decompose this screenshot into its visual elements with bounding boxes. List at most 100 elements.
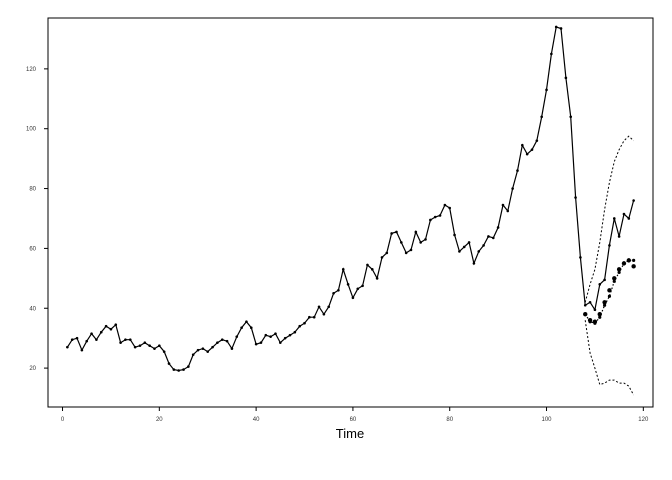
data-point (617, 270, 621, 274)
data-point-bold (602, 300, 607, 305)
data-point (128, 338, 132, 341)
data-point (443, 203, 447, 207)
data-point (90, 332, 93, 335)
data-point (283, 336, 287, 340)
data-point (279, 341, 282, 344)
data-point (245, 320, 248, 324)
x-tick-label: 100 (542, 417, 553, 423)
data-point (85, 339, 89, 343)
data-point (491, 236, 495, 240)
data-point (579, 256, 582, 259)
data-point (317, 305, 321, 309)
data-point (438, 214, 442, 217)
data-point (206, 350, 210, 353)
x-tick-label: 60 (350, 417, 357, 423)
data-point (385, 251, 389, 255)
data-point (511, 187, 514, 190)
data-point (593, 308, 597, 312)
data-point (341, 268, 345, 271)
data-point (370, 268, 374, 271)
x-tick-label: 80 (446, 417, 453, 423)
data-point (201, 347, 205, 350)
data-point (66, 345, 69, 349)
data-point (598, 315, 602, 319)
data-point (288, 333, 292, 337)
data-point-bold (597, 312, 602, 317)
series-line (66, 26, 635, 372)
y-tick-label: 40 (29, 306, 36, 312)
data-point (521, 143, 524, 147)
data-point (225, 339, 229, 343)
data-point (332, 291, 335, 295)
series-layer (66, 25, 636, 396)
data-point (80, 348, 84, 352)
data-point (617, 235, 621, 238)
data-point (172, 368, 176, 371)
data-point (477, 250, 481, 253)
data-point (404, 251, 408, 255)
data-point (467, 241, 471, 244)
data-point (540, 115, 543, 119)
data-point (177, 369, 180, 372)
x-axis: 0 20 40 60 80 100 120 (61, 407, 649, 423)
data-point (632, 258, 636, 262)
data-point (448, 206, 452, 210)
data-point-bold (626, 258, 631, 263)
data-point (458, 250, 461, 253)
data-point (429, 218, 432, 222)
data-point (550, 52, 553, 56)
data-point-bold (587, 318, 593, 323)
data-point (603, 278, 606, 282)
data-point (162, 350, 166, 353)
data-point (390, 232, 393, 235)
series-line-dashed (584, 135, 634, 303)
data-point (216, 341, 219, 344)
x-tick-label: 120 (638, 417, 649, 423)
data-point (462, 245, 466, 249)
data-point (249, 326, 253, 330)
data-point (608, 244, 611, 247)
data-point (366, 263, 369, 267)
data-point (583, 303, 587, 307)
data-point-bold (616, 267, 622, 272)
data-point (327, 305, 331, 309)
data-point (109, 327, 113, 331)
data-point-bold (631, 264, 636, 269)
data-point (380, 256, 384, 259)
data-point (627, 217, 631, 220)
data-point (133, 345, 137, 349)
data-point (603, 303, 607, 307)
data-point (240, 326, 243, 330)
data-point (400, 241, 403, 244)
data-point (293, 330, 297, 334)
data-point (375, 277, 379, 280)
data-point (559, 27, 563, 30)
data-point (569, 115, 573, 119)
data-point (574, 196, 577, 199)
y-tick-label: 120 (26, 67, 37, 73)
data-point (211, 345, 214, 349)
data-point (153, 347, 156, 350)
data-point-bold (592, 319, 598, 324)
y-tick-label: 60 (29, 246, 36, 252)
data-point (220, 338, 224, 341)
data-point (75, 336, 79, 340)
data-point (516, 169, 519, 172)
data-point (322, 312, 326, 316)
series-line-dashed (584, 320, 635, 396)
data-point (424, 238, 427, 241)
data-point (254, 342, 258, 346)
data-point (158, 344, 161, 347)
data-point (414, 230, 418, 234)
data-point (598, 283, 602, 286)
data-point (395, 230, 398, 234)
data-point (607, 294, 612, 298)
data-point (409, 248, 413, 252)
data-point (187, 365, 190, 368)
data-point-bold (621, 261, 627, 266)
data-point (433, 215, 437, 219)
data-point (138, 344, 142, 347)
data-point (124, 338, 127, 341)
data-point (472, 262, 476, 265)
